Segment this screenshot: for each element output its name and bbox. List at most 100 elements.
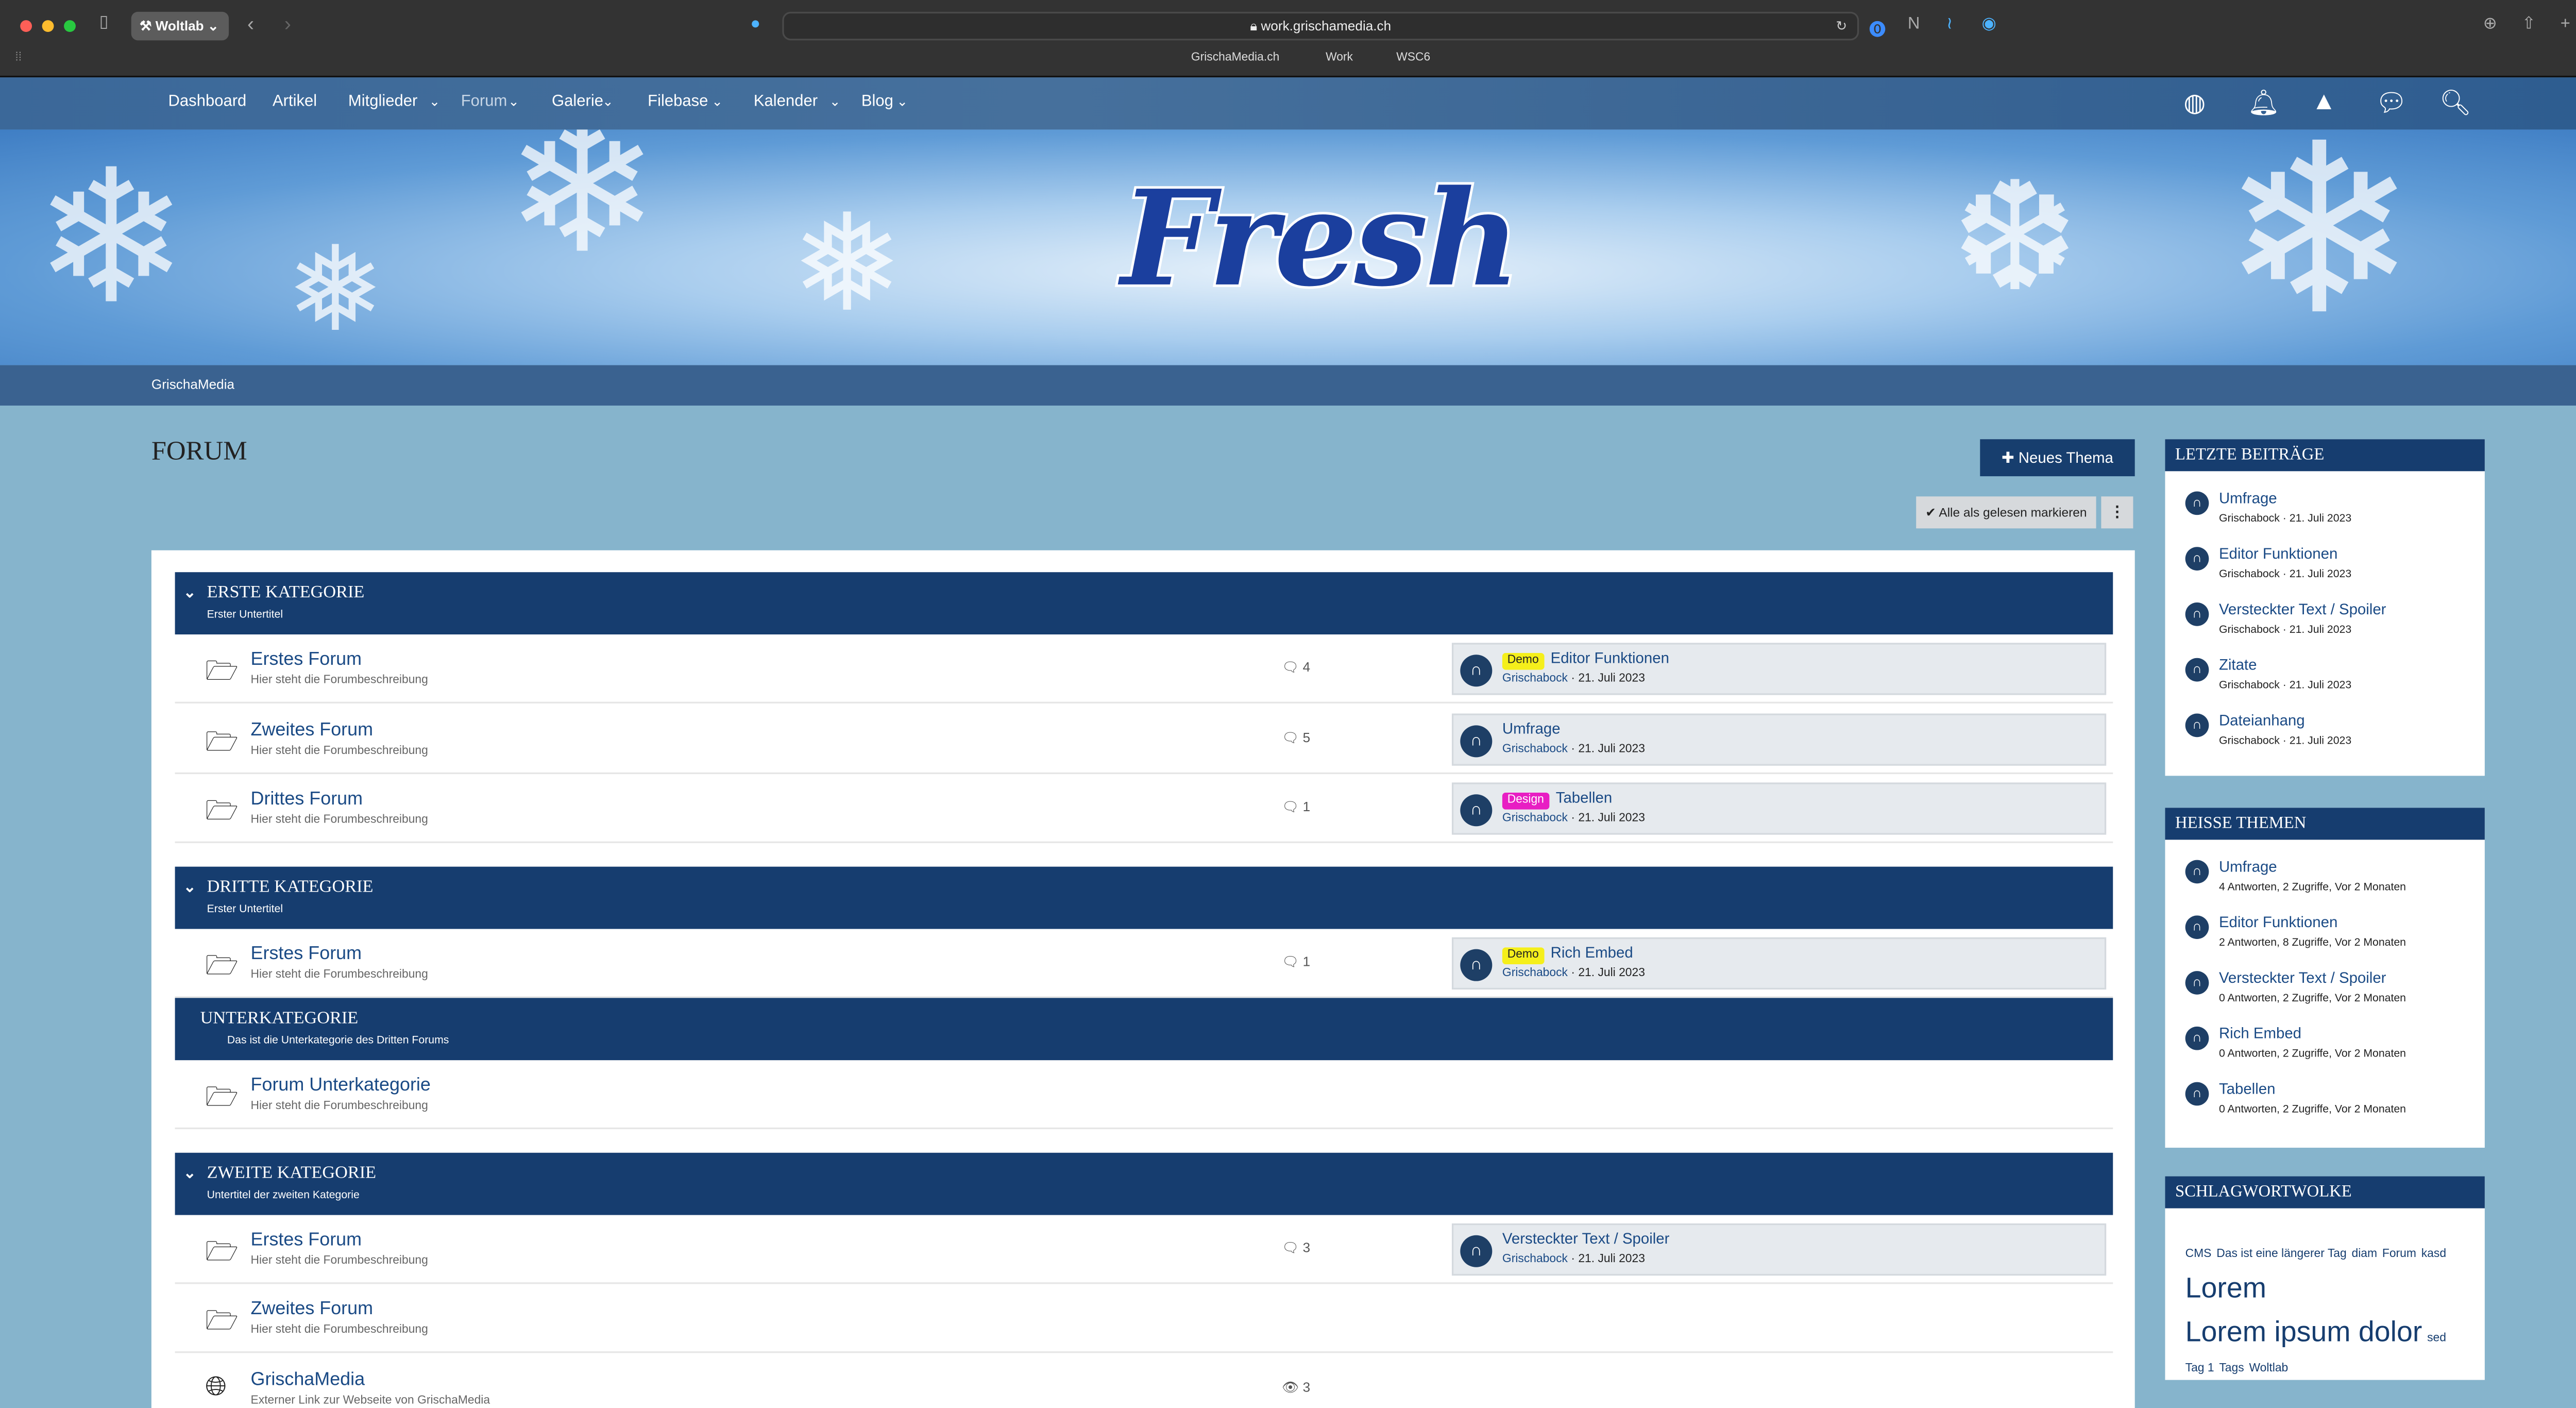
nav-item-artikel[interactable]: Artikel	[272, 92, 317, 111]
forward-button[interactable]: ›	[284, 11, 291, 36]
nav-item-dashboard[interactable]: Dashboard	[168, 92, 247, 111]
tag-link[interactable]: Lorem	[2185, 1272, 2266, 1305]
user-avatar[interactable]: ∩	[2185, 547, 2209, 571]
category-header[interactable]: ⌄ ERSTE KATEGORIE Erster Untertitel	[175, 572, 2113, 635]
forum-name-link[interactable]: Drittes Forum	[250, 789, 363, 810]
bookmarks-grid-icon[interactable]: ⁞⁞	[15, 52, 22, 64]
bookmark-grischamedia[interactable]: GrischaMedia.ch	[1191, 52, 1280, 64]
notion-extension-icon[interactable]: N	[1907, 15, 1920, 34]
thread-link[interactable]: Umfrage	[2218, 490, 2277, 507]
reload-icon[interactable]: ↻	[1836, 18, 1848, 34]
thread-link[interactable]: Umfrage	[2218, 858, 2277, 875]
thread-link[interactable]: Editor Funktionen	[2218, 914, 2338, 931]
user-avatar[interactable]: ∩	[2185, 1082, 2209, 1106]
tag-link[interactable]: Tags	[2219, 1363, 2244, 1376]
author-link[interactable]: Grischabock	[1502, 673, 1568, 685]
tag-link[interactable]: kasd	[2421, 1248, 2447, 1261]
tag-link[interactable]: Tag 1	[2185, 1363, 2214, 1376]
bookmark-wsc6[interactable]: WSC6	[1396, 52, 1431, 64]
thread-link[interactable]: Versteckter Text / Spoiler	[2218, 969, 2386, 986]
user-avatar[interactable]: ∩	[1460, 794, 1493, 827]
breadcrumb-link[interactable]: GrischaMedia	[151, 377, 235, 392]
user-avatar[interactable]: ∩	[1460, 948, 1493, 981]
forum-name-link[interactable]: GrischaMedia	[250, 1369, 365, 1389]
forum-name-link[interactable]: Erstes Forum	[250, 1229, 362, 1250]
user-avatar[interactable]: ∩	[2185, 915, 2209, 940]
download-icon[interactable]: ⊕	[2483, 15, 2497, 34]
tag-link[interactable]: Forum	[2382, 1248, 2416, 1261]
rss-icon[interactable]: ≀	[1946, 15, 1953, 34]
user-avatar-icon[interactable]: ◍	[2183, 89, 2206, 118]
bell-icon[interactable]: 🔔︎	[2247, 89, 2280, 118]
thread-link[interactable]: Zitate	[2218, 656, 2257, 674]
category-header[interactable]: ⌄ ZWEITE KATEGORIE Untertitel der zweiten …	[175, 1152, 2113, 1214]
author-link[interactable]: Grischabock	[1502, 813, 1568, 825]
last-post-title-link[interactable]: Versteckter Text / Spoiler	[1502, 1229, 1670, 1246]
author-link[interactable]: Grischabock	[1502, 743, 1568, 755]
category-title[interactable]: ZWEITE KATEGORIE	[207, 1163, 377, 1182]
chevron-down-icon[interactable]: ⌄	[183, 1163, 196, 1181]
chat-icon[interactable]: 💬︎	[2375, 89, 2408, 118]
tag-link[interactable]: diam	[2351, 1248, 2378, 1261]
extension-icon[interactable]: ◉	[1981, 15, 1997, 34]
thread-link[interactable]: Tabellen	[2218, 1080, 2276, 1097]
site-logo[interactable]: Fresh	[1118, 161, 1523, 319]
last-post-title-link[interactable]: Rich Embed	[1550, 943, 1633, 960]
user-avatar[interactable]: ∩	[2185, 491, 2209, 515]
user-avatar[interactable]: ∩	[2185, 713, 2209, 737]
user-avatar[interactable]: ∩	[2185, 860, 2209, 884]
nav-item-kalender[interactable]: Kalender	[753, 92, 818, 111]
user-avatar[interactable]: ∩	[2185, 971, 2209, 995]
category-title[interactable]: UNTERKATEGORIE	[200, 1010, 359, 1029]
user-avatar[interactable]: ∩	[1460, 724, 1493, 757]
nav-item-blog[interactable]: Blog	[861, 92, 893, 111]
thread-link[interactable]: Rich Embed	[2218, 1025, 2302, 1042]
maximize-window-button[interactable]	[64, 20, 76, 32]
chevron-down-icon[interactable]: ⌄	[183, 877, 196, 895]
mark-all-read-button[interactable]: ✔ Alle als gelesen markieren	[1916, 496, 2096, 529]
forum-name-link[interactable]: Zweites Forum	[250, 1299, 374, 1320]
nav-item-forum[interactable]: Forum	[461, 92, 507, 111]
bookmark-work[interactable]: Work	[1326, 52, 1353, 64]
tag-link[interactable]: Das ist eine längerer Tag	[2216, 1248, 2347, 1261]
last-post-title-link[interactable]: Tabellen	[1555, 789, 1613, 807]
forum-name-link[interactable]: Zweites Forum	[250, 719, 374, 740]
last-post-title-link[interactable]: Umfrage	[1502, 719, 1561, 736]
share-icon[interactable]: ⇧	[2521, 15, 2536, 34]
search-icon[interactable]: 🔍︎	[2439, 89, 2471, 118]
nav-item-filebase[interactable]: Filebase	[648, 92, 708, 111]
user-avatar[interactable]: ∩	[2185, 658, 2209, 682]
thread-link[interactable]: Dateianhang	[2218, 712, 2305, 729]
thread-link[interactable]: Versteckter Text / Spoiler	[2218, 600, 2386, 618]
user-avatar[interactable]: ∩	[1460, 1234, 1493, 1267]
new-thread-button[interactable]: ✚ Neues Thema	[1980, 439, 2135, 477]
tag-link[interactable]: Woltlab	[2249, 1363, 2289, 1376]
author-link[interactable]: Grischabock	[1502, 966, 1568, 979]
warning-icon[interactable]: ▲	[2311, 87, 2337, 116]
user-avatar[interactable]: ∩	[1460, 655, 1493, 687]
nav-item-galerie[interactable]: Galerie	[552, 92, 604, 111]
last-post-title-link[interactable]: Editor Funktionen	[1550, 649, 1669, 667]
forum-name-link[interactable]: Erstes Forum	[250, 943, 362, 964]
user-avatar[interactable]: ∩	[2185, 602, 2209, 626]
user-avatar[interactable]: ∩	[2185, 1026, 2209, 1050]
address-bar[interactable]: 🔒︎ work.grischamedia.ch ↻	[782, 11, 1859, 41]
thread-link[interactable]: Editor Funktionen	[2218, 545, 2338, 562]
sidebar-toggle-icon[interactable]: ▯	[99, 13, 109, 32]
password-extension-icon[interactable]: ⓿	[1869, 22, 1886, 41]
author-link[interactable]: Grischabock	[1502, 1253, 1568, 1265]
category-title[interactable]: DRITTE KATEGORIE	[207, 877, 374, 896]
close-window-button[interactable]	[20, 20, 32, 32]
tag-link[interactable]: sed	[2427, 1332, 2447, 1345]
category-title[interactable]: ERSTE KATEGORIE	[207, 584, 365, 602]
minimize-window-button[interactable]	[42, 20, 54, 32]
new-tab-icon[interactable]: +	[2560, 15, 2570, 34]
back-button[interactable]: ‹	[247, 11, 255, 36]
tag-link[interactable]: CMS	[2185, 1248, 2212, 1261]
category-header[interactable]: ⌄ DRITTE KATEGORIE Erster Untertitel	[175, 866, 2113, 928]
tab-group-button[interactable]: ⚒ Woltlab ⌄	[131, 11, 229, 41]
forum-name-link[interactable]: Erstes Forum	[250, 649, 362, 670]
more-options-button[interactable]: ⋮	[2101, 496, 2133, 529]
tag-link[interactable]: Lorem ipsum dolor	[2185, 1316, 2422, 1348]
nav-item-mitglieder[interactable]: Mitglieder	[348, 92, 418, 111]
